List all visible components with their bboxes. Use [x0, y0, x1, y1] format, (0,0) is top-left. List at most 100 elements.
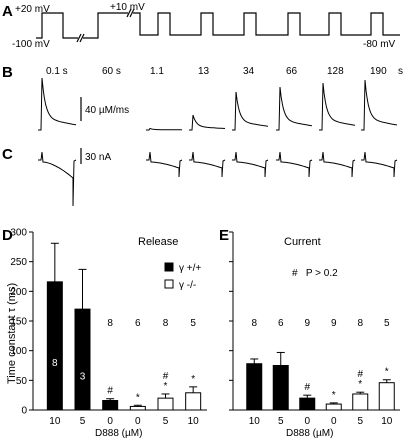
protocol-voltage-high: +20 mV — [15, 4, 50, 15]
release-traces — [38, 77, 398, 131]
y-tick-label: 200 — [10, 287, 27, 298]
y-tick-label: 300 — [10, 228, 27, 239]
bar — [325, 403, 342, 411]
x-tick-label: 10 — [188, 416, 200, 427]
time-label: 1.1 — [150, 66, 164, 77]
n-label: 8 — [357, 318, 363, 329]
n-label: 8 — [251, 318, 257, 329]
significance-mark: * — [136, 392, 140, 403]
current-trace — [232, 151, 269, 178]
x-tick-label: 0 — [107, 416, 113, 427]
release-trace — [189, 114, 226, 131]
time-label: 60 s — [102, 66, 121, 77]
bar — [157, 397, 174, 411]
x-axis-label-d: D888 (µM) — [95, 428, 142, 439]
y-tick-label: 150 — [10, 317, 27, 328]
legend-label-ko: γ -/- — [179, 280, 196, 291]
x-tick-label: 10 — [49, 416, 61, 427]
release-trace — [146, 127, 183, 131]
current-scale-label: 30 nA — [85, 152, 111, 163]
time-label: 13 — [198, 66, 210, 77]
x-tick-label: 5 — [80, 416, 86, 427]
bar — [102, 400, 119, 411]
bar — [185, 392, 202, 411]
bar — [352, 393, 369, 411]
significance-mark: * — [358, 379, 362, 390]
n-label: 8 — [52, 358, 58, 369]
significance-note: # P > 0.2 — [292, 268, 338, 279]
n-label: 9 — [331, 318, 337, 329]
protocol-voltage-hold: -80 mV — [363, 39, 396, 50]
y-tick-label: 50 — [16, 376, 28, 387]
bar — [272, 365, 289, 411]
current-trace — [146, 151, 183, 178]
release-trace — [38, 77, 77, 131]
legend: γ +/+ γ -/- — [164, 262, 201, 291]
bar — [246, 363, 263, 411]
time-labels: 0.1 s 60 s 1.1 13 34 66 128 190 s — [46, 66, 403, 77]
n-label: 3 — [80, 372, 86, 383]
n-label: 5 — [190, 318, 196, 329]
significance-mark: * — [332, 390, 336, 401]
x-tick-label: 5 — [163, 416, 169, 427]
panel-d-label: D — [2, 227, 13, 244]
current-traces — [38, 151, 398, 207]
axis-break — [79, 33, 85, 43]
y-tick-label: 100 — [10, 346, 27, 357]
significance-mark: * — [164, 381, 168, 392]
x-tick-label: 5 — [357, 416, 363, 427]
significance-mark: # — [107, 386, 113, 397]
bar — [46, 281, 63, 411]
time-label: 128 — [327, 66, 344, 77]
y-tick-label: 0 — [21, 406, 27, 417]
legend-swatch-ko — [164, 279, 174, 289]
legend-swatch-wt — [164, 262, 174, 272]
significance-mark: * — [191, 374, 195, 385]
n-label: 5 — [384, 318, 390, 329]
release-trace — [319, 82, 356, 131]
x-tick-label: 5 — [278, 416, 284, 427]
protocol-voltage-low: -100 mV — [12, 39, 50, 50]
bar — [74, 308, 91, 411]
current-trace — [319, 151, 356, 178]
axis-break — [129, 8, 135, 18]
current-trace — [276, 151, 313, 178]
bar — [299, 397, 316, 411]
significance-mark: # — [357, 369, 363, 380]
axis-break — [126, 8, 132, 18]
y-axis-label: Time constant τ (ms) — [6, 283, 18, 384]
axis-break — [76, 33, 82, 43]
chart-title-current: Current — [284, 236, 321, 248]
bar — [129, 405, 146, 411]
n-label: 8 — [163, 318, 169, 329]
release-scale-label: 40 µM/ms — [85, 105, 129, 116]
protocol-step — [36, 12, 78, 39]
protocol-step — [83, 12, 128, 39]
time-unit: s — [398, 66, 403, 77]
significance-mark: # — [163, 371, 169, 382]
current-trace — [189, 151, 226, 178]
panel-a-label: A — [2, 3, 13, 20]
n-label: 6 — [278, 318, 284, 329]
x-tick-label: 10 — [249, 416, 261, 427]
y-tick-label: 250 — [10, 257, 27, 268]
release-trace — [276, 86, 313, 131]
significance-mark: # — [304, 382, 310, 393]
x-tick-label: 0 — [135, 416, 141, 427]
current-trace — [38, 151, 77, 207]
current-trace — [361, 151, 398, 178]
release-trace — [361, 79, 398, 131]
bar — [378, 382, 395, 411]
protocol-step — [133, 12, 400, 36]
panel-e-label: E — [219, 227, 229, 244]
x-tick-label: 0 — [304, 416, 310, 427]
x-tick-label: 10 — [381, 416, 393, 427]
time-label: 66 — [286, 66, 298, 77]
x-tick-label: 0 — [331, 416, 337, 427]
protocol-voltage-mid: +10 mV — [110, 2, 145, 13]
panel-b-label: B — [2, 64, 13, 81]
voltage-protocol-trace — [36, 8, 400, 43]
